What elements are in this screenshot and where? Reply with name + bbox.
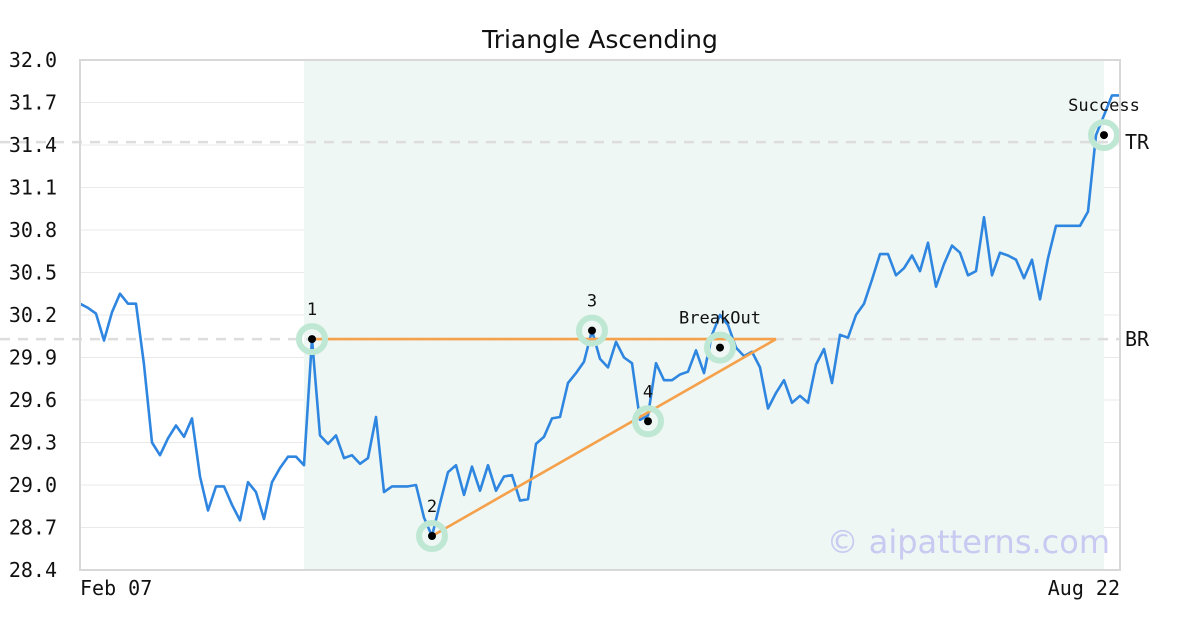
price-line [79, 94, 1120, 538]
point-label-success: Success [1068, 96, 1140, 116]
reference-label-tr: TR [1125, 130, 1150, 154]
marker-dot-4 [644, 417, 652, 426]
y-tick-label: 28.7 [9, 516, 57, 540]
pattern-lines [312, 337, 777, 538]
point-label-2: 2 [427, 497, 437, 517]
point-label-3: 3 [587, 292, 597, 312]
x-tick-label-end: Aug 22 [1048, 576, 1120, 600]
marker-halo-3 [576, 314, 608, 347]
marker-halo-breakout [704, 331, 736, 364]
y-tick-label: 29.9 [9, 346, 57, 370]
y-tick-label: 30.2 [9, 303, 57, 327]
y-tick-label: 29.6 [9, 388, 57, 412]
marker-dot-1 [308, 335, 316, 344]
pattern-window-shade [304, 60, 1104, 570]
chart-title: Triangle Ascending [481, 25, 718, 54]
point-label-4: 4 [643, 382, 653, 402]
y-tick-label: 31.7 [9, 91, 57, 115]
marker-halo-4 [632, 405, 664, 438]
plot-frame [79, 59, 1121, 571]
y-tick-label: 29.0 [9, 473, 57, 497]
pattern-window [304, 60, 1104, 570]
y-tick-label: 30.8 [9, 218, 57, 242]
watermark: © aipatterns.com [827, 523, 1110, 561]
y-tick-label: 31.4 [9, 133, 57, 157]
marker-dot-2 [428, 532, 436, 540]
x-axis: Feb 07 Aug 22 [79, 59, 1121, 600]
y-tick-label: 31.1 [9, 176, 57, 200]
marker-halo-2 [416, 520, 448, 552]
pattern-line-support [431, 337, 777, 538]
point-label-1: 1 [307, 300, 317, 320]
marker-halo-success [1088, 119, 1120, 152]
marker-dot-success [1100, 131, 1108, 140]
y-tick-label: 32.0 [9, 48, 57, 72]
pattern-points: 1 2 3 4 BreakOut Success [296, 96, 1140, 552]
y-axis: 28.4 28.7 29.0 29.3 29.6 29.9 30.2 30.5 30.8 31.1… [9, 48, 57, 582]
y-tick-label: 28.4 [9, 558, 57, 582]
point-label-breakout: BreakOut [679, 309, 761, 329]
x-tick-label-start: Feb 07 [80, 576, 152, 600]
y-tick-label: 29.3 [9, 431, 57, 455]
price-line-layer [79, 94, 1120, 538]
marker-dot-breakout [716, 343, 724, 352]
marker-halo-1 [296, 323, 328, 356]
y-tick-label: 30.5 [9, 261, 57, 285]
reference-label-br: BR [1125, 327, 1150, 351]
marker-dot-3 [588, 326, 596, 335]
